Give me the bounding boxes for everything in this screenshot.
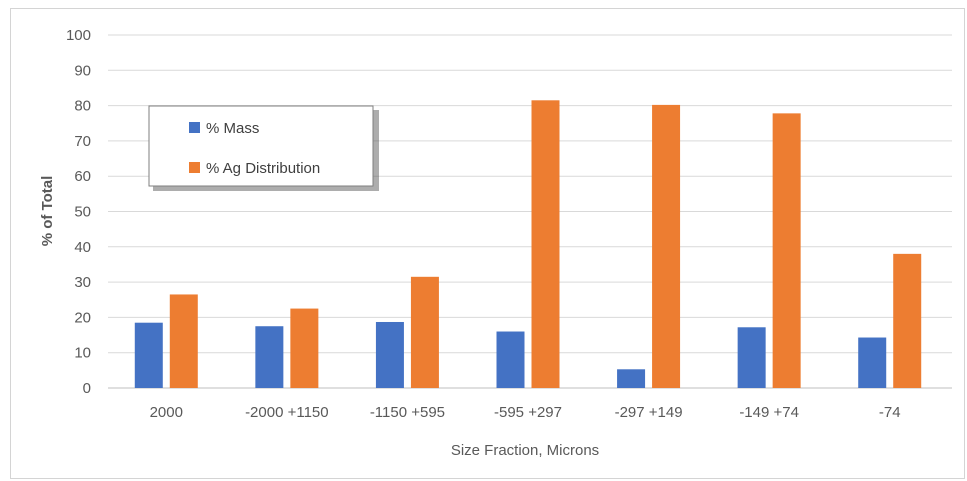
y-tick-label: 100 (66, 27, 91, 44)
legend-swatch (189, 162, 200, 173)
legend-swatch (189, 122, 200, 133)
bar-ag-distribution (893, 253, 922, 388)
x-tick-label: 2000 (150, 404, 183, 421)
x-axis-title: Size Fraction, Microns (451, 442, 599, 459)
legend-box (148, 105, 374, 187)
y-tick-label: 70 (74, 133, 91, 150)
y-tick-label: 0 (83, 380, 91, 397)
y-tick-label: 10 (74, 345, 91, 362)
bar-ag-distribution (652, 104, 681, 389)
bar-mass (255, 326, 284, 388)
x-tick-label: -149 +74 (739, 404, 799, 421)
y-tick-labels: 0 10 20 30 40 50 60 70 80 90 100 (66, 27, 91, 397)
x-tick-label: -1150 +595 (370, 404, 445, 421)
y-tick-label: 90 (74, 62, 91, 79)
bar-mass (617, 369, 646, 388)
legend-label: % Mass (206, 120, 259, 137)
bar-ag-distribution (290, 308, 319, 388)
gridlines (108, 34, 952, 389)
y-tick-label: 40 (74, 239, 91, 256)
x-tick-label: -2000 +1150 (245, 404, 329, 421)
x-tick-labels: 2000 -2000 +1150 -1150 +595 -595 +297 -297 +… (150, 404, 901, 421)
bar-mass (375, 321, 404, 388)
bar-ag-distribution (531, 100, 560, 389)
bars (134, 100, 922, 389)
chart-frame (10, 8, 965, 479)
bar-mass (496, 331, 525, 388)
x-tick-label: -74 (879, 404, 901, 421)
y-tick-label: 60 (74, 168, 91, 185)
bar-mass (134, 322, 163, 388)
bar-ag-distribution (772, 113, 801, 388)
y-tick-label: 80 (74, 98, 91, 115)
y-tick-label: 30 (74, 274, 91, 291)
bar-ag-distribution (410, 276, 439, 388)
y-axis-title: % of Total (39, 176, 56, 247)
bar-ag-distribution (169, 294, 198, 388)
bar-mass (737, 327, 766, 388)
x-tick-label: -297 +149 (615, 404, 683, 421)
bar-mass (858, 337, 887, 388)
legend-label: % Ag Distribution (206, 160, 320, 177)
legend: % Mass % Ag Distribution (148, 105, 379, 191)
x-tick-label: -595 +297 (494, 404, 562, 421)
y-tick-label: 50 (74, 204, 91, 221)
y-tick-label: 20 (74, 309, 91, 326)
